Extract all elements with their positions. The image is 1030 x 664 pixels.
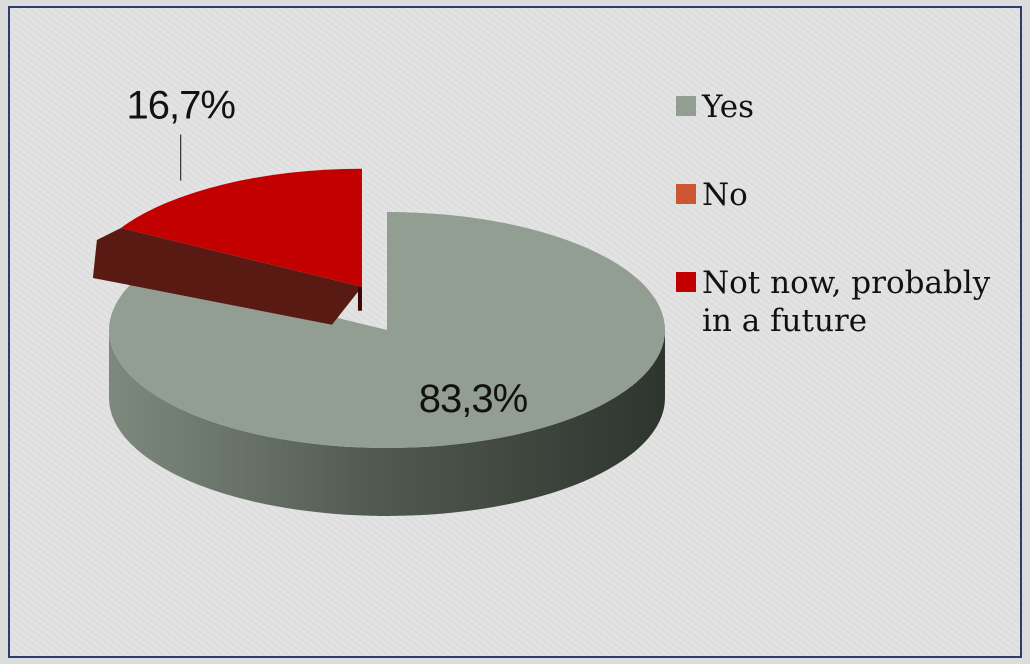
legend-label-1: No	[702, 177, 748, 213]
pie-chart: 83,3% 16,7%	[92, 84, 666, 516]
legend-item-2: Not now, probably in a future	[676, 264, 1002, 340]
pie-slices	[92, 168, 666, 516]
pie-slice-2	[120, 168, 362, 287]
pie-slice-side-2	[92, 227, 362, 325]
legend-label-2: Not now, probably in a future	[702, 265, 991, 339]
legend-swatch-2	[676, 272, 696, 292]
legend-item-0: Yes	[676, 88, 754, 126]
pie-slice-0	[108, 212, 666, 449]
pie-slice-side-0	[109, 330, 665, 516]
legend-swatch-1	[676, 184, 696, 204]
data-label-0: 83,3%	[419, 377, 528, 421]
legend-item-1: No	[676, 176, 748, 214]
legend-label-0: Yes	[702, 89, 755, 125]
legend-swatch-0	[676, 96, 696, 116]
data-labels: 83,3% 16,7%	[126, 84, 528, 421]
chart-frame: 83,3% 16,7% Yes No Not now, probably in a f…	[8, 6, 1022, 658]
pie-slice-edge-2	[357, 286, 362, 311]
data-label-2: 16,7%	[126, 84, 235, 128]
